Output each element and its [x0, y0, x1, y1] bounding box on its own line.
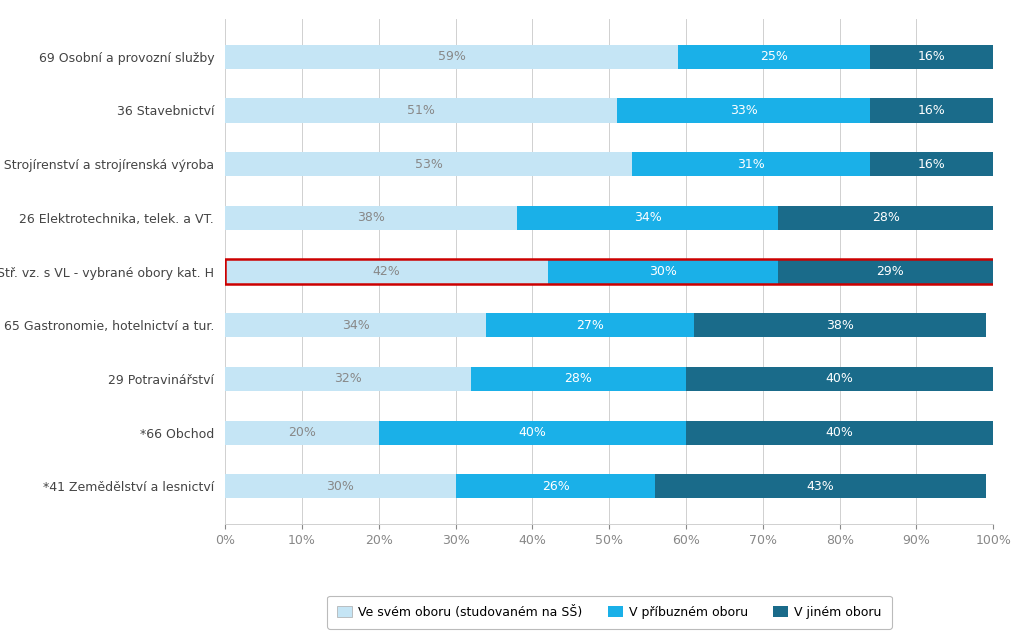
Text: 43%: 43% [807, 480, 835, 493]
Bar [686, 420, 993, 445]
Bar [517, 206, 778, 230]
Bar [778, 206, 993, 230]
Bar [778, 259, 1001, 284]
Text: 29%: 29% [876, 265, 903, 278]
Text: 42%: 42% [373, 265, 400, 278]
Text: 16%: 16% [918, 104, 946, 117]
Text: 34%: 34% [634, 212, 662, 224]
Bar [225, 98, 616, 123]
Text: 40%: 40% [518, 426, 547, 439]
Bar [456, 474, 655, 498]
Text: 59%: 59% [438, 50, 466, 63]
Text: 30%: 30% [327, 480, 354, 493]
Text: 16%: 16% [918, 158, 946, 171]
Bar [225, 474, 456, 498]
Text: 27%: 27% [577, 319, 604, 332]
Text: 40%: 40% [825, 426, 854, 439]
Bar [471, 367, 686, 391]
Text: 16%: 16% [918, 50, 946, 63]
Bar [225, 367, 471, 391]
Bar [870, 152, 993, 176]
Text: 25%: 25% [761, 50, 788, 63]
Bar [225, 420, 379, 445]
Text: 32%: 32% [334, 373, 362, 385]
Bar [686, 367, 993, 391]
Bar [616, 98, 870, 123]
Text: 53%: 53% [415, 158, 442, 171]
Text: 33%: 33% [730, 104, 758, 117]
Text: 26%: 26% [542, 480, 569, 493]
Text: 20%: 20% [288, 426, 316, 439]
Bar [379, 420, 686, 445]
Bar [548, 259, 778, 284]
Text: 38%: 38% [357, 212, 385, 224]
Bar [632, 152, 870, 176]
Legend: Ve svém oboru (studovaném na SŠ), V příbuzném oboru, V jiném oboru: Ve svém oboru (studovaném na SŠ), V příb… [327, 596, 892, 629]
Text: 34%: 34% [342, 319, 370, 332]
Bar [486, 313, 694, 337]
Bar [225, 259, 548, 284]
Text: 28%: 28% [564, 373, 593, 385]
Bar [870, 45, 993, 69]
Bar [225, 45, 678, 69]
Text: 40%: 40% [825, 373, 854, 385]
Bar [655, 474, 985, 498]
Bar [225, 313, 486, 337]
Text: 31%: 31% [737, 158, 765, 171]
Text: 28%: 28% [871, 212, 900, 224]
Text: 38%: 38% [825, 319, 854, 332]
Bar [225, 152, 632, 176]
Bar [694, 313, 985, 337]
Text: 51%: 51% [408, 104, 435, 117]
Bar [870, 98, 993, 123]
Text: 30%: 30% [649, 265, 677, 278]
Bar [225, 206, 517, 230]
Bar [678, 45, 870, 69]
